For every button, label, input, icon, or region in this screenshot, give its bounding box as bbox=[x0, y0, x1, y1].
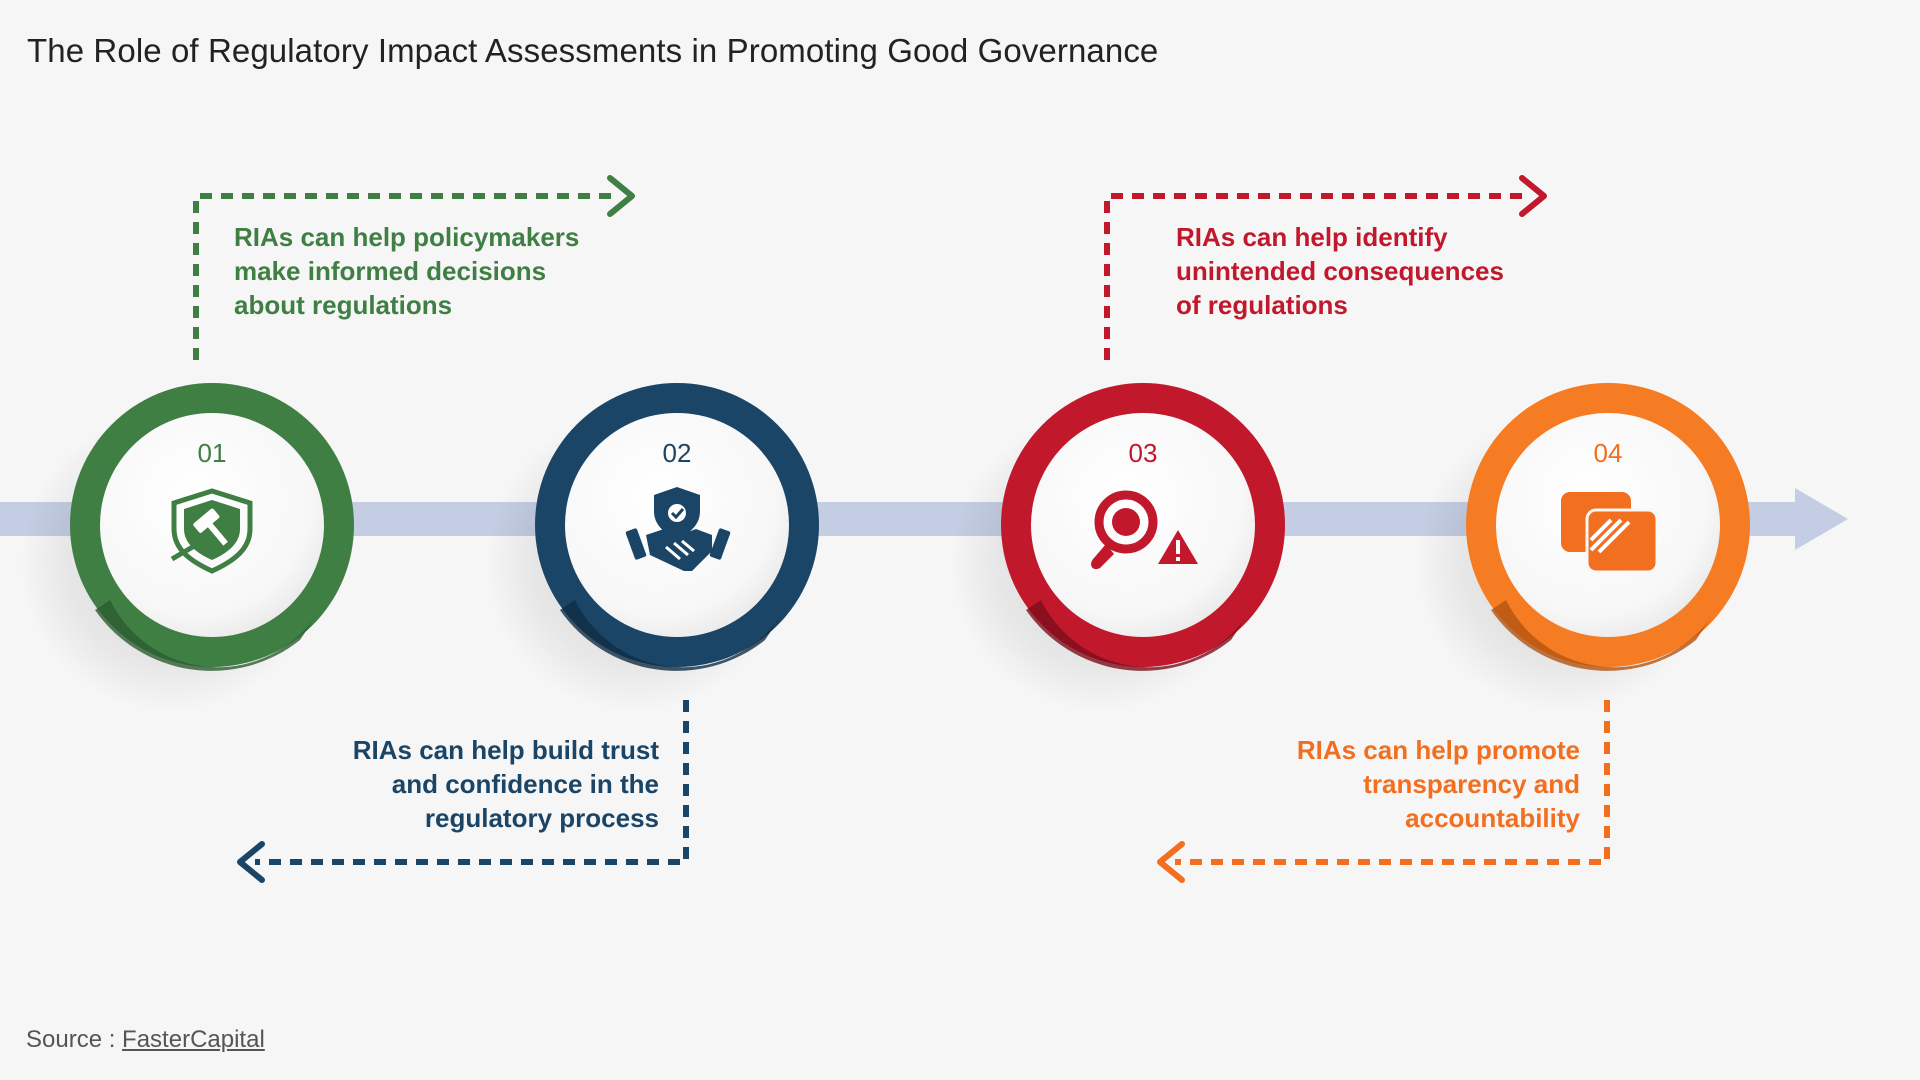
step-04-description: RIAs can help promote transparency and a… bbox=[1180, 733, 1580, 835]
step-02-line-1: RIAs can help build trust bbox=[352, 735, 659, 765]
source-link[interactable]: FasterCapital bbox=[122, 1026, 265, 1053]
source-prefix: Source : bbox=[26, 1026, 123, 1053]
step-01-line-2: make informed decisions bbox=[234, 256, 547, 286]
page-title: The Role of Regulatory Impact Assessment… bbox=[27, 32, 1159, 69]
step-02-description: RIAs can help build trust and confidence… bbox=[250, 733, 659, 835]
connector-03 bbox=[1104, 175, 1547, 360]
handshake-shield-icon bbox=[625, 487, 731, 571]
magnifier-warning-icon bbox=[1091, 490, 1198, 570]
step-04-number: 04 bbox=[1593, 438, 1623, 468]
step-03-line-1: RIAs can help identify bbox=[1176, 222, 1448, 252]
gavel-shield-icon bbox=[170, 488, 253, 574]
step-01-line-1: RIAs can help policymakers bbox=[234, 222, 580, 252]
source-credit: Source : FasterCapital bbox=[26, 1026, 265, 1054]
step-02-line-3: regulatory process bbox=[424, 803, 659, 833]
step-02-line-2: and confidence in the bbox=[391, 769, 659, 799]
step-04-line-2: transparency and bbox=[1363, 769, 1580, 799]
step-03-line-2: unintended consequences bbox=[1176, 256, 1504, 286]
step-03-description: RIAs can help identify unintended conseq… bbox=[1176, 220, 1504, 322]
step-03-circle bbox=[950, 383, 1285, 712]
step-03-line-3: of regulations bbox=[1176, 290, 1348, 320]
step-02-number: 02 bbox=[662, 438, 692, 468]
step-04-circle bbox=[1415, 383, 1750, 712]
step-03-number: 03 bbox=[1128, 438, 1158, 468]
step-01-line-3: about regulations bbox=[234, 290, 453, 320]
step-04-line-3: accountability bbox=[1405, 803, 1580, 833]
connector-02 bbox=[237, 700, 689, 883]
connector-01 bbox=[193, 175, 635, 360]
step-01-description: RIAs can help policymakers make informed… bbox=[234, 220, 579, 322]
step-01-number: 01 bbox=[197, 438, 227, 468]
step-04-line-1: RIAs can help promote bbox=[1296, 735, 1580, 765]
transparency-squares-icon bbox=[1561, 492, 1659, 574]
connector-04 bbox=[1157, 700, 1610, 883]
